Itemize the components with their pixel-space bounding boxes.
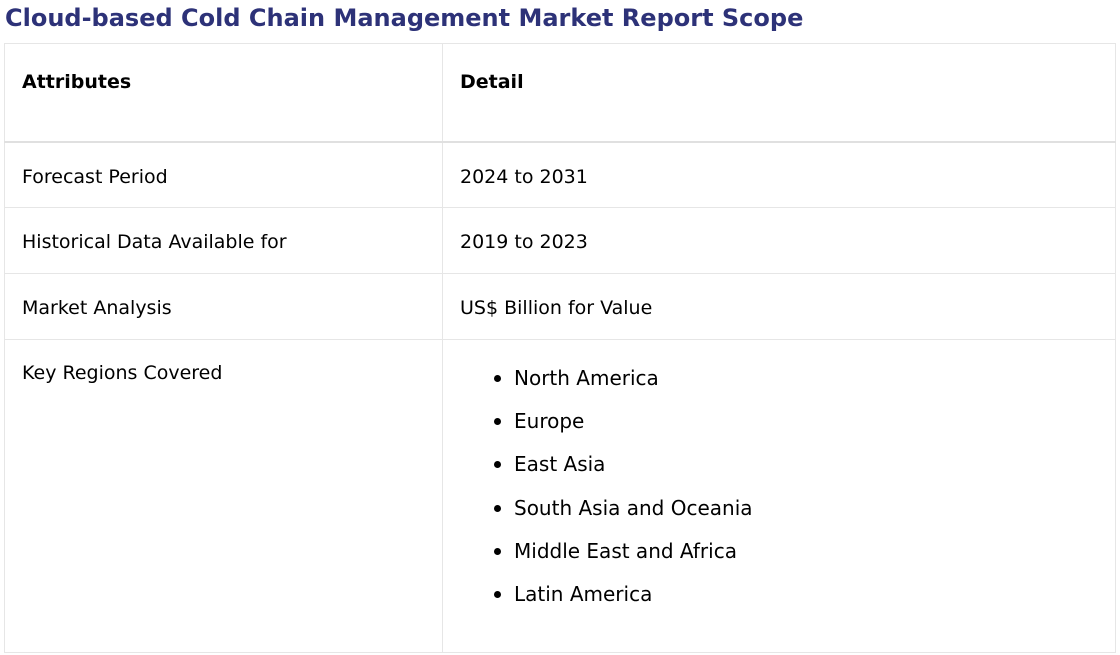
regions-list: North America Europe East Asia South Asi… [460,361,1115,606]
header-detail: Detail [442,43,1116,143]
row-detail: 2019 to 2023 [442,207,1116,274]
row-attribute: Market Analysis [4,273,443,340]
list-item: East Asia [494,452,1115,476]
row-attribute: Key Regions Covered [4,339,443,653]
regions-cell: North America Europe East Asia South Asi… [442,339,1116,653]
list-item: Middle East and Africa [494,539,1115,563]
table-row: Historical Data Available for 2019 to 20… [4,207,1116,274]
page-title: Cloud-based Cold Chain Management Market… [5,4,804,32]
table-row-regions: Key Regions Covered North America Europe… [4,339,1116,653]
row-detail: 2024 to 2031 [442,141,1116,208]
header-attributes: Attributes [4,43,443,143]
list-item: Europe [494,409,1115,433]
list-item: Latin America [494,582,1115,606]
row-attribute: Forecast Period [4,141,443,208]
row-detail: US$ Billion for Value [442,273,1116,340]
table-header-row: Attributes Detail [4,43,1116,143]
row-attribute: Historical Data Available for [4,207,443,274]
report-scope-table: Attributes Detail Forecast Period 2024 t… [4,43,1116,653]
table-row: Market Analysis US$ Billion for Value [4,273,1116,340]
list-item: South Asia and Oceania [494,496,1115,520]
table-row: Forecast Period 2024 to 2031 [4,141,1116,208]
list-item: North America [494,366,1115,390]
